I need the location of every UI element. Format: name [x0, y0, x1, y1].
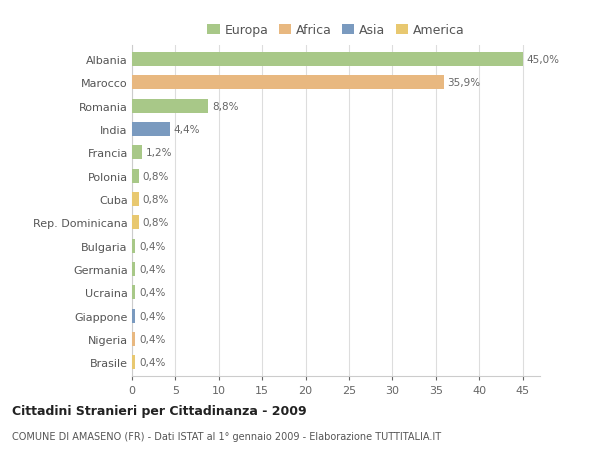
- Bar: [132, 355, 136, 369]
- Text: 0,4%: 0,4%: [139, 358, 166, 367]
- Legend: Europa, Africa, Asia, America: Europa, Africa, Asia, America: [202, 19, 470, 42]
- Bar: [132, 285, 136, 300]
- Bar: [132, 263, 136, 276]
- Text: 0,8%: 0,8%: [142, 218, 169, 228]
- Bar: [132, 146, 142, 160]
- Text: COMUNE DI AMASENO (FR) - Dati ISTAT al 1° gennaio 2009 - Elaborazione TUTTITALIA: COMUNE DI AMASENO (FR) - Dati ISTAT al 1…: [12, 431, 441, 442]
- Bar: [132, 123, 170, 137]
- Text: 0,4%: 0,4%: [139, 288, 166, 297]
- Text: 0,4%: 0,4%: [139, 264, 166, 274]
- Text: Cittadini Stranieri per Cittadinanza - 2009: Cittadini Stranieri per Cittadinanza - 2…: [12, 404, 307, 417]
- Bar: [132, 309, 136, 323]
- Text: 0,8%: 0,8%: [142, 195, 169, 205]
- Text: 1,2%: 1,2%: [146, 148, 172, 158]
- Text: 0,4%: 0,4%: [139, 334, 166, 344]
- Bar: [132, 239, 136, 253]
- Bar: [132, 76, 443, 90]
- Text: 0,4%: 0,4%: [139, 311, 166, 321]
- Text: 0,4%: 0,4%: [139, 241, 166, 251]
- Bar: [132, 192, 139, 207]
- Text: 8,8%: 8,8%: [212, 101, 238, 112]
- Text: 45,0%: 45,0%: [526, 55, 559, 65]
- Text: 4,4%: 4,4%: [173, 125, 200, 134]
- Bar: [132, 100, 208, 113]
- Bar: [132, 332, 136, 346]
- Text: 35,9%: 35,9%: [447, 78, 480, 88]
- Bar: [132, 216, 139, 230]
- Bar: [132, 169, 139, 183]
- Text: 0,8%: 0,8%: [142, 171, 169, 181]
- Bar: [132, 53, 523, 67]
